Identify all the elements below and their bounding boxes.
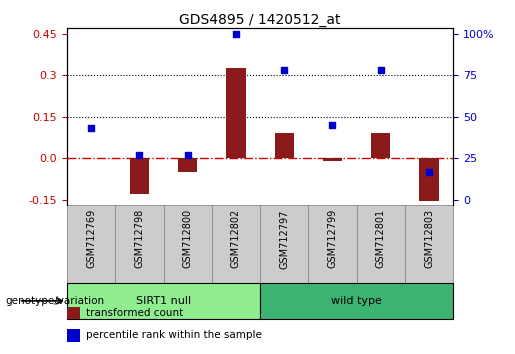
Bar [67,307,80,319]
Text: wild type: wild type [331,296,382,306]
Bar [163,205,212,283]
Bar [405,205,453,283]
Text: transformed count: transformed count [87,308,183,318]
Point [329,122,337,128]
Point [232,31,240,37]
Bar [67,205,115,283]
Bar [226,68,246,158]
Text: GSM712799: GSM712799 [328,209,337,268]
Bar [274,133,294,158]
Title: GDS4895 / 1420512_at: GDS4895 / 1420512_at [179,13,341,27]
Bar [178,158,197,172]
Bar [356,205,405,283]
Bar [212,205,260,283]
Point [183,152,192,158]
Text: SIRT1 null: SIRT1 null [136,296,191,306]
Text: GSM712803: GSM712803 [424,209,434,268]
Point [87,126,95,131]
Point [135,152,144,158]
Bar [260,205,308,283]
Text: GSM712801: GSM712801 [376,209,386,268]
Bar [67,329,80,342]
Bar [419,158,439,201]
Bar [323,158,342,161]
Text: percentile rank within the sample: percentile rank within the sample [87,330,262,340]
Text: genotype/variation: genotype/variation [5,296,104,306]
Text: GSM712800: GSM712800 [183,209,193,268]
Bar [67,283,260,319]
Point [376,68,385,73]
Bar [130,158,149,194]
Text: GSM712802: GSM712802 [231,209,241,268]
Text: GSM712797: GSM712797 [279,209,289,269]
Text: GSM712798: GSM712798 [134,209,144,268]
Bar [371,133,390,158]
Bar [260,283,453,319]
Text: GSM712769: GSM712769 [86,209,96,268]
Point [425,169,433,175]
Bar [308,205,356,283]
Bar [115,205,163,283]
Point [280,68,288,73]
